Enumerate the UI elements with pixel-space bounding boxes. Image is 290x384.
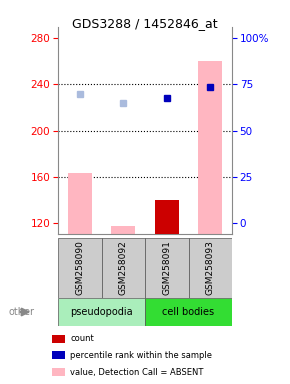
Text: GSM258091: GSM258091 <box>162 240 171 295</box>
Bar <box>58 238 102 298</box>
Text: other: other <box>9 307 35 317</box>
Bar <box>145 298 232 326</box>
Text: percentile rank within the sample: percentile rank within the sample <box>70 351 212 360</box>
Bar <box>155 200 179 234</box>
Text: pseudopodia: pseudopodia <box>70 307 133 317</box>
Bar <box>68 173 92 234</box>
Bar <box>52 351 65 359</box>
Bar <box>188 238 232 298</box>
Text: count: count <box>70 334 94 343</box>
Bar <box>198 61 222 234</box>
Bar <box>155 226 179 234</box>
Bar <box>111 226 135 234</box>
Text: GSM258090: GSM258090 <box>75 240 84 295</box>
Bar <box>58 298 145 326</box>
Text: GSM258092: GSM258092 <box>119 240 128 295</box>
Bar <box>102 238 145 298</box>
Text: cell bodies: cell bodies <box>162 307 215 317</box>
Bar <box>52 368 65 376</box>
Text: GSM258093: GSM258093 <box>206 240 215 295</box>
Text: value, Detection Call = ABSENT: value, Detection Call = ABSENT <box>70 368 203 377</box>
Bar <box>145 238 188 298</box>
Text: GDS3288 / 1452846_at: GDS3288 / 1452846_at <box>72 17 218 30</box>
Bar <box>52 334 65 343</box>
